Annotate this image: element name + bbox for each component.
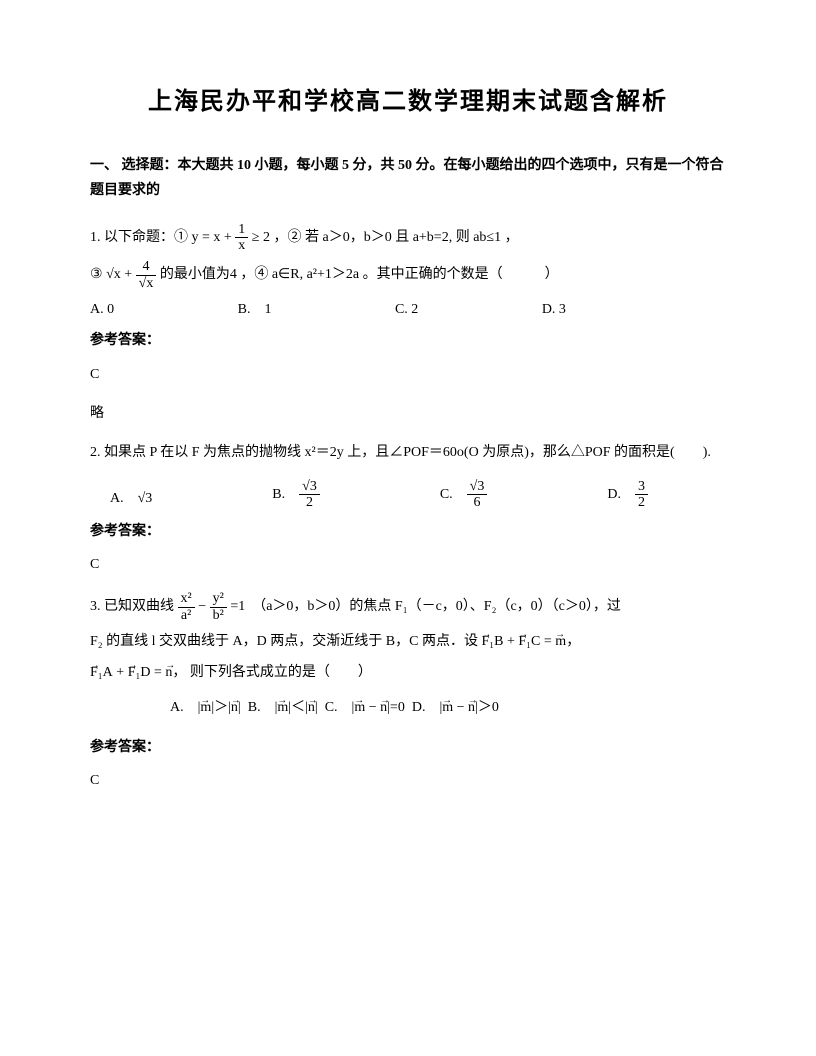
q2-answer: C	[90, 552, 726, 577]
section-heading: 一、 选择题：本大题共 10 小题，每小题 5 分，共 50 分。在每小题给出的…	[90, 153, 726, 203]
q3-hyperbola: x²a² − y²b²	[178, 599, 231, 614]
q3-opt-c: C. |m→ − n→|=0	[325, 700, 405, 715]
question-3-line3: F₁A→ + F₁D→ = n→， 则下列各式成立的是（ ）	[90, 660, 726, 685]
q1-expr1: y = x + 1x ≥ 2	[192, 230, 270, 245]
q3-stem-a: 3. 已知双曲线	[90, 599, 174, 614]
q1-answer: C	[90, 362, 726, 387]
q1-stem-a: 1. 以下命题：①	[90, 230, 188, 245]
q1-mid1: ，②	[273, 230, 301, 245]
q3-vec-sum2: F₁A→ + F₁D→ = n→，	[90, 665, 190, 680]
question-1: 1. 以下命题：① y = x + 1x ≥ 2 ，② 若 a＞0，b＞0 且 …	[90, 222, 726, 254]
q1-answer-note: 略	[90, 401, 726, 426]
frac-num: √3	[467, 479, 488, 495]
q3-answer: C	[90, 768, 726, 793]
frac-den: √x	[136, 276, 157, 291]
q2-opt-a: A. √3	[110, 486, 152, 511]
q1-expr3: √x + 4√x 的最小值为4	[106, 267, 240, 282]
q3-answer-label: 参考答案：	[90, 735, 726, 760]
frac-den: 2	[635, 495, 648, 510]
q1-expr3-post: 的最小值为4	[156, 267, 237, 282]
q3-options: A. |m→|＞|n→| B. |m→|＜|n→| C. |m→ − n→|=0…	[170, 695, 726, 720]
q3-stem-c: F₂ 的直线 l 交双曲线于 A，D 两点，交渐近线于 B，C 两点．设	[90, 634, 478, 649]
page-title: 上海民办平和学校高二数学理期末试题含解析	[90, 80, 726, 123]
q2-opt-a-text: A. √3	[110, 491, 152, 506]
q1-tail: 。其中正确的个数是（ ）	[363, 267, 559, 282]
q1-expr3-pre: √x +	[106, 267, 136, 282]
frac-num: y²	[210, 591, 227, 607]
q3-stem-b: =1 （a＞0，b＞0）的焦点 F₁（－c，0）、F₂（c，0）（c＞0），过	[230, 599, 621, 614]
question-2: 2. 如果点 P 在以 F 为焦点的抛物线 x²＝2y 上，且∠POF＝60o(…	[90, 440, 726, 465]
frac-den: 6	[467, 495, 488, 510]
q3-stem-e: 则下列各式成立的是（ ）	[190, 665, 372, 680]
q2-opt-d-pre: D.	[607, 487, 635, 502]
frac-num: x²	[178, 591, 195, 607]
q3-opt-d: D. |m→ − n→|＞0	[412, 700, 499, 715]
q1-answer-label: 参考答案：	[90, 328, 726, 353]
q3-opt-a: A. |m→|＞|n→|	[170, 700, 241, 715]
frac-num: 3	[635, 479, 648, 495]
q1-mid3: ，④	[240, 267, 268, 282]
q1-expr4: a∈R, a²+1＞2a	[272, 267, 359, 282]
q1-expr2: 若 a＞0，b＞0 且 a+b=2, 则 ab≤1	[305, 230, 501, 245]
q1-options: A. 0 B. 1 C. 2 D. 3	[90, 297, 726, 322]
q1-opt-c: C. 2	[395, 297, 418, 322]
frac-num: √3	[299, 479, 320, 495]
q1-circ3: ③	[90, 267, 103, 282]
q1-opt-d: D. 3	[542, 302, 566, 317]
q2-opt-c-pre: C.	[440, 487, 467, 502]
question-3-line1: 3. 已知双曲线 x²a² − y²b² =1 （a＞0，b＞0）的焦点 F₁（…	[90, 591, 726, 623]
q3-vec-sum1: F₁B→ + F₁C→ = m→，	[481, 634, 580, 649]
q2-opt-b: B. √32	[272, 479, 320, 511]
q3-opt-b: B. |m→|＜|n→|	[248, 700, 318, 715]
q2-answer-label: 参考答案：	[90, 519, 726, 544]
frac-num: 4	[136, 259, 157, 275]
q1-mid2: ，	[505, 230, 519, 245]
q2-opt-d: D. 32	[607, 479, 648, 511]
q1-opt-b: B. 1	[238, 297, 272, 322]
frac-den: 2	[299, 495, 320, 510]
q2-options: A. √3 B. √32 C. √36 D. 32	[110, 479, 726, 511]
q2-opt-b-pre: B.	[272, 487, 299, 502]
frac-den: b²	[210, 608, 227, 623]
q1-opt-a: A. 0	[90, 297, 114, 322]
q2-opt-c: C. √36	[440, 479, 488, 511]
question-3-line2: F₂ 的直线 l 交双曲线于 A，D 两点，交渐近线于 B，C 两点．设 F₁B…	[90, 629, 726, 654]
frac-den: a²	[178, 608, 195, 623]
question-1-line2: ③ √x + 4√x 的最小值为4 ，④ a∈R, a²+1＞2a 。其中正确的…	[90, 259, 726, 291]
